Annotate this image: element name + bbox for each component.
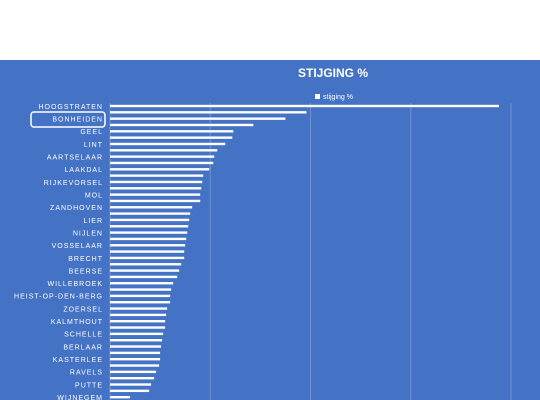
y-tick-label: ZANDHOVEN xyxy=(50,205,103,212)
bar xyxy=(110,123,254,127)
y-tick-label: SCHELLE xyxy=(64,332,103,339)
bar xyxy=(110,376,155,380)
y-tick-label: KALMTHOUT xyxy=(51,319,103,326)
legend-swatch xyxy=(315,94,320,99)
y-tick-label: WILLEBROEK xyxy=(47,281,103,288)
bar xyxy=(110,237,187,241)
y-tick-label: HEIST-OP-DEN-BERG xyxy=(14,294,103,301)
chart-background xyxy=(0,60,540,400)
bar xyxy=(110,168,210,171)
bar xyxy=(110,111,307,114)
y-tick-label: PUTTE xyxy=(75,382,103,389)
bar xyxy=(110,358,161,361)
highlight-box xyxy=(30,111,106,128)
bar xyxy=(110,282,174,285)
y-tick-label: BEERSE xyxy=(69,268,103,275)
bar xyxy=(110,320,166,323)
bar xyxy=(110,313,167,317)
bar xyxy=(110,206,193,209)
bar xyxy=(110,332,164,336)
bar xyxy=(110,180,203,184)
bar xyxy=(110,155,215,158)
bar xyxy=(110,250,185,253)
y-tick-label: WIJNEGEM xyxy=(57,395,103,400)
bar xyxy=(110,395,131,399)
bar xyxy=(110,130,234,133)
y-tick-label: VOSSELAAR xyxy=(52,243,103,250)
y-tick-label: LIER xyxy=(83,218,103,225)
bar xyxy=(110,364,160,367)
bar xyxy=(110,351,161,355)
bar xyxy=(110,275,178,279)
bar xyxy=(110,199,201,203)
bar xyxy=(110,193,201,196)
y-tick-label: RAVELS xyxy=(70,370,103,377)
y-tick-label: BERLAAR xyxy=(63,344,103,351)
y-tick-label: KASTERLEE xyxy=(53,357,103,364)
bar xyxy=(110,231,188,234)
bar xyxy=(110,269,180,272)
y-tick-label: HOOGSTRATEN xyxy=(38,104,103,111)
y-tick-label: RIJKEVORSEL xyxy=(44,180,103,187)
bar xyxy=(110,301,171,304)
y-tick-label: GEEL xyxy=(80,129,103,136)
bar xyxy=(110,288,172,291)
y-tick-label: ZOERSEL xyxy=(63,306,103,313)
bar xyxy=(110,383,152,386)
bar xyxy=(110,142,226,146)
bar xyxy=(110,225,189,228)
bar xyxy=(110,218,190,222)
bar xyxy=(110,174,204,177)
legend-label: stijging % xyxy=(323,94,353,101)
bar xyxy=(110,244,186,247)
bar xyxy=(110,212,191,215)
bar xyxy=(110,263,182,266)
bar xyxy=(110,370,157,374)
y-tick-label: BRECHT xyxy=(68,256,103,263)
bar xyxy=(110,345,162,348)
bar xyxy=(110,339,163,342)
bar xyxy=(110,136,233,139)
bar xyxy=(110,294,171,298)
bar xyxy=(110,307,168,310)
y-tick-label: BONHEIDEN xyxy=(52,117,103,124)
bar xyxy=(110,149,218,152)
y-tick-label: NIJLEN xyxy=(73,230,103,237)
y-tick-label: LINT xyxy=(84,142,103,149)
bar xyxy=(110,104,499,108)
bar xyxy=(110,389,150,393)
bar xyxy=(110,187,202,190)
y-tick-label: MOL xyxy=(85,192,103,199)
bar xyxy=(110,117,286,120)
y-tick-label: AARTSELAAR xyxy=(47,154,103,161)
y-tick-label: LAAKDAL xyxy=(64,167,103,174)
bar xyxy=(110,256,185,260)
chart-title: STIJGING % xyxy=(298,66,368,80)
bar xyxy=(110,161,214,165)
bar xyxy=(110,326,166,329)
